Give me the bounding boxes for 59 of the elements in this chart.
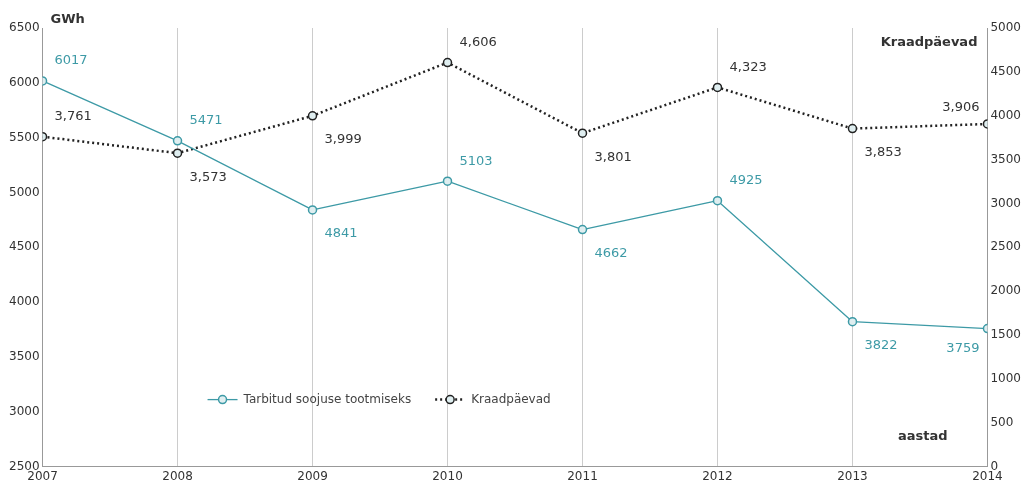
- point: [847, 316, 858, 327]
- y-axis-title: GWh: [50, 11, 85, 27]
- y-tick-label: 6000: [8, 74, 40, 89]
- x-tick-label: 2008: [162, 468, 193, 483]
- x-axis-title: aastad: [897, 427, 948, 443]
- point: [712, 195, 723, 206]
- y2-tick-label: 2000: [990, 283, 1022, 298]
- data-label: 6017: [54, 52, 88, 68]
- data-label: 3822: [864, 337, 898, 353]
- y-tick-label: 5000: [8, 184, 40, 199]
- point: [442, 57, 453, 68]
- data-label: 5471: [189, 112, 223, 128]
- data-label: 4,323: [729, 58, 767, 74]
- point: [172, 136, 183, 146]
- data-label: 4925: [729, 172, 763, 188]
- y2-tick-label: 2500: [990, 239, 1022, 254]
- point: [712, 82, 723, 93]
- data-label: 3,801: [594, 148, 632, 164]
- y2-tick-label: 4500: [990, 63, 1022, 78]
- point: [307, 205, 318, 215]
- y-tick-label: 6500: [8, 20, 40, 35]
- x-tick-label: 2011: [567, 468, 598, 483]
- point: [847, 123, 858, 134]
- y2-tick-label: 4000: [990, 107, 1022, 122]
- data-label: 4662: [594, 244, 628, 260]
- data-label: 3759: [946, 339, 980, 355]
- y-tick-label: 4000: [8, 294, 40, 309]
- y-tick-label: 3000: [8, 403, 40, 418]
- data-label: 5103: [459, 152, 493, 168]
- data-label: 3,573: [189, 168, 227, 184]
- y2-tick-label: 1500: [990, 327, 1022, 342]
- legend-label: Kraadpäevad: [471, 391, 551, 406]
- data-label: 3,853: [864, 143, 902, 159]
- y2-tick-label: 3000: [990, 195, 1022, 210]
- data-label: 4,606: [459, 33, 497, 49]
- x-tick-label: 2007: [27, 468, 58, 483]
- point: [307, 111, 318, 121]
- x-tick-label: 2010: [432, 468, 463, 483]
- x-tick-label: 2009: [297, 468, 328, 483]
- y2-tick-label: 5000: [990, 20, 1022, 35]
- point: [577, 128, 588, 138]
- y-tick-label: 4500: [8, 239, 40, 254]
- y2-axis-title: Kraadpäevad: [880, 34, 978, 50]
- data-label: 3,906: [942, 99, 980, 115]
- x-tick-label: 2014: [972, 468, 1003, 483]
- data-label: 3,999: [324, 131, 362, 147]
- y2-tick-label: 3500: [990, 151, 1022, 166]
- legend-label: Tarbitud soojuse tootmiseks: [242, 391, 412, 406]
- data-label: 3,761: [54, 108, 92, 124]
- point: [577, 224, 588, 235]
- x-tick-label: 2012: [702, 468, 733, 483]
- data-label: 4841: [324, 225, 358, 241]
- y-tick-label: 5500: [8, 129, 40, 144]
- x-tick-label: 2013: [837, 468, 868, 483]
- y-tick-label: 3500: [8, 349, 40, 364]
- point: [442, 176, 453, 186]
- y2-tick-label: 1000: [990, 371, 1022, 386]
- point: [172, 148, 183, 158]
- y2-tick-label: 500: [990, 414, 1014, 429]
